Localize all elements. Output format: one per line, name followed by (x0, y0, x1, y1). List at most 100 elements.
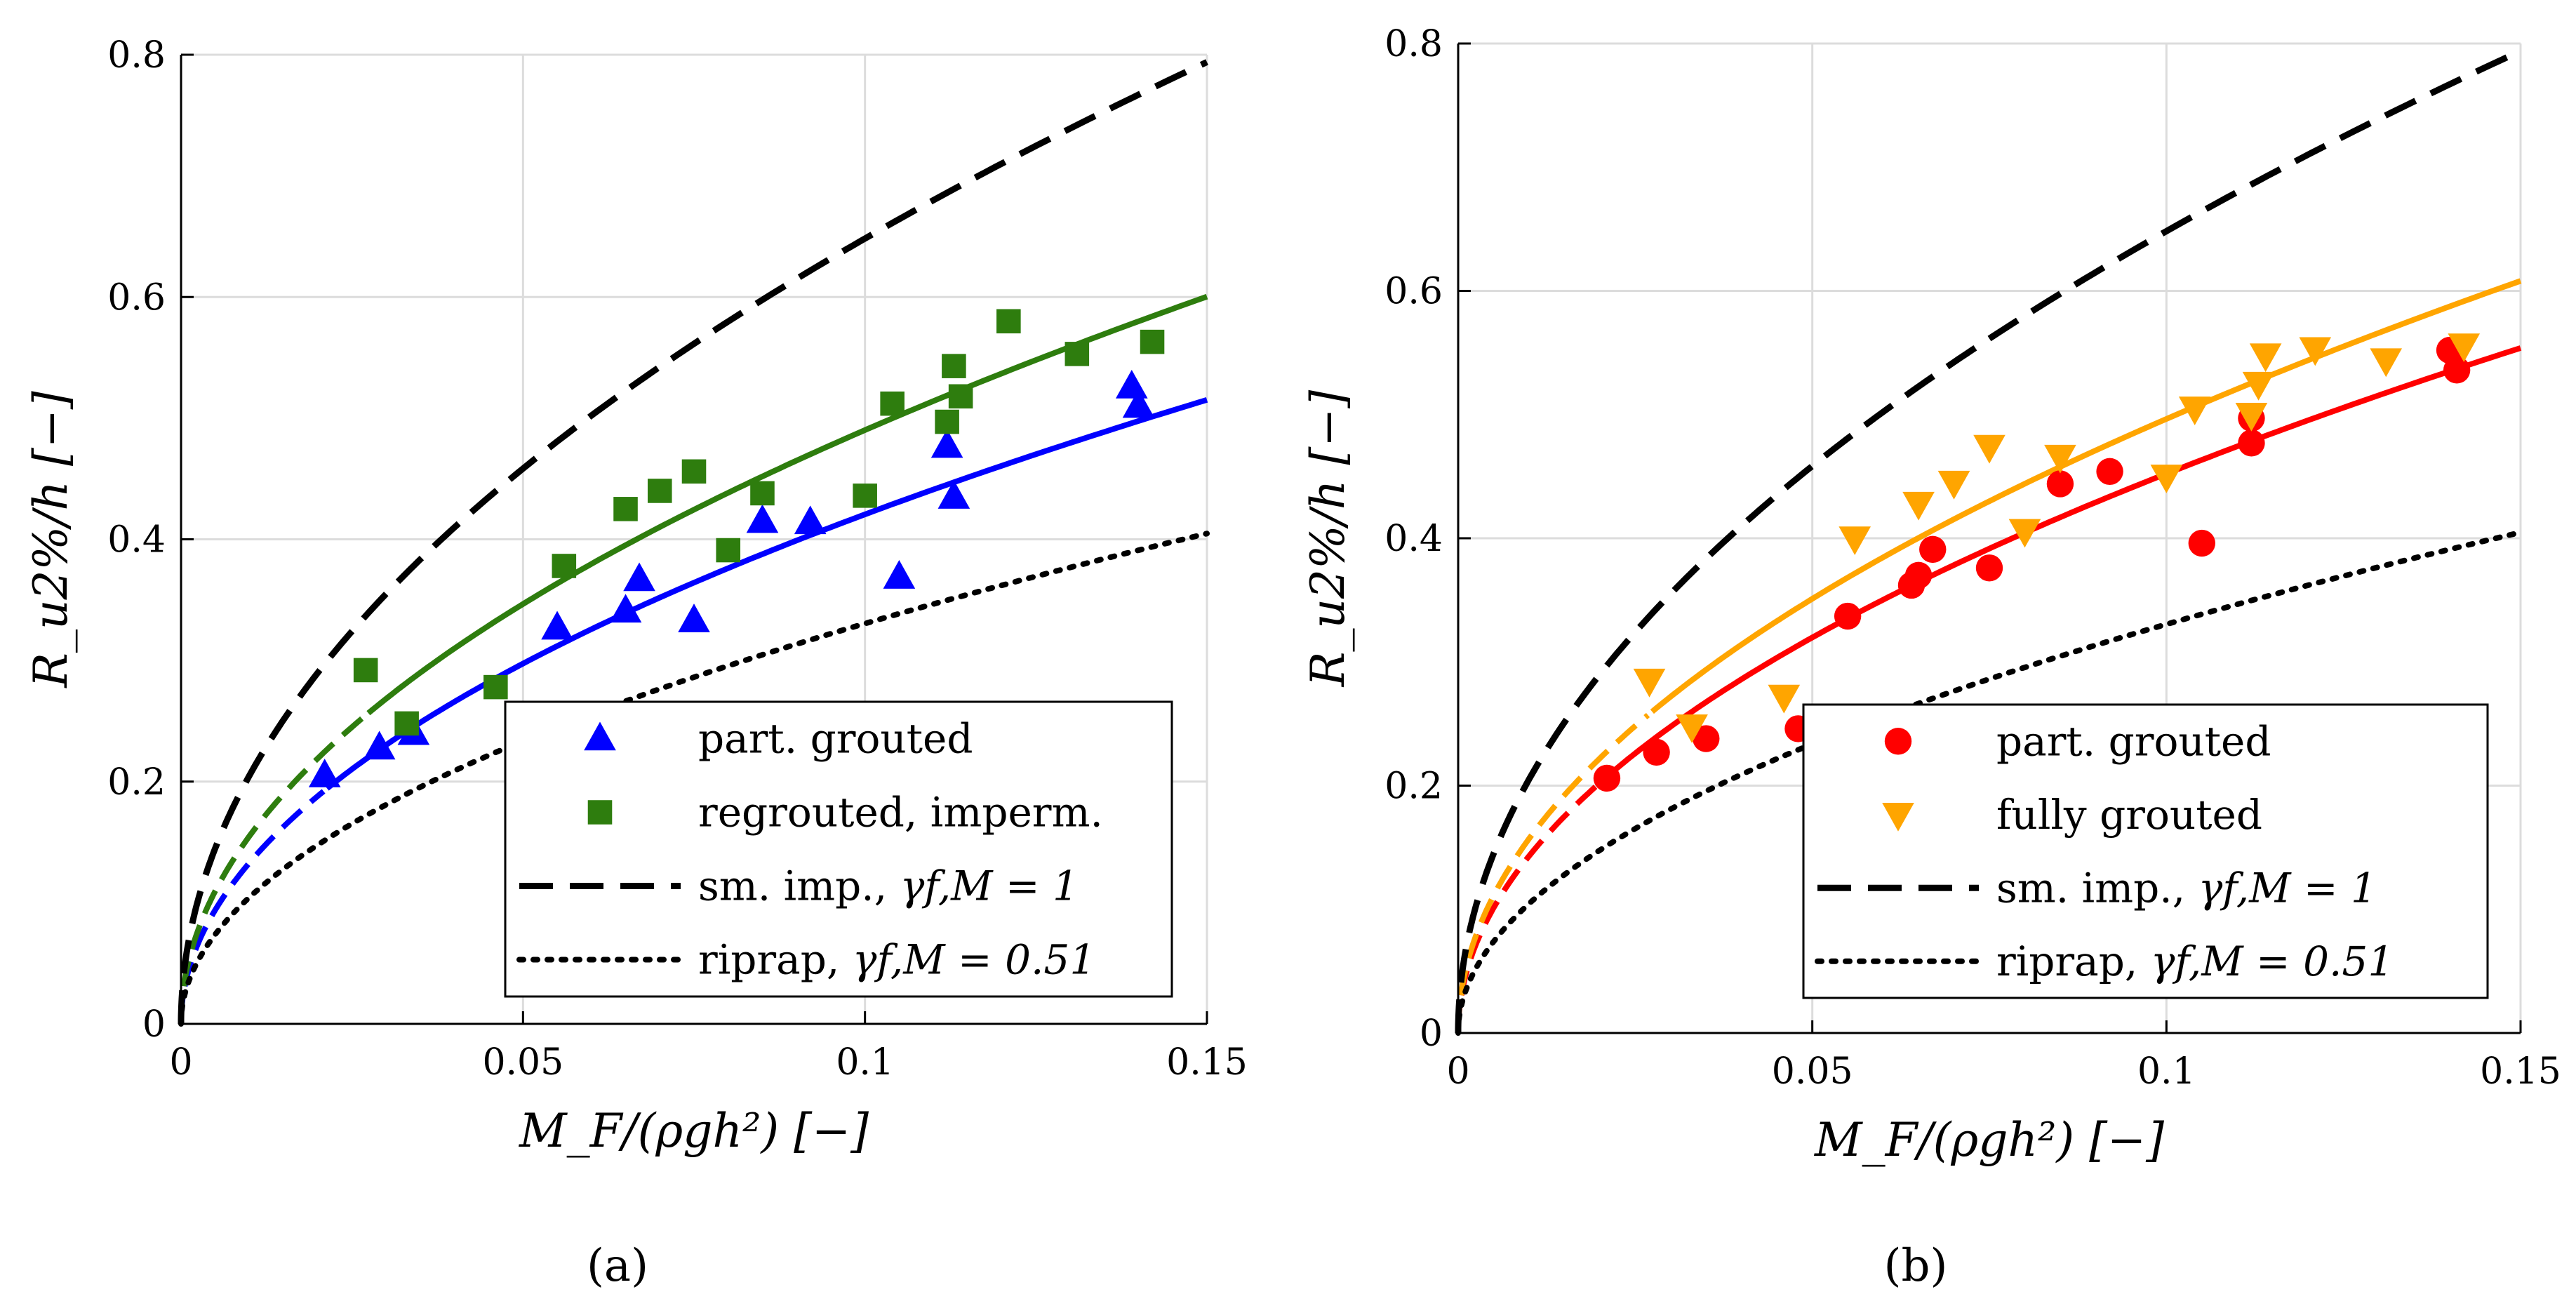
data-point (746, 504, 779, 533)
data-point (1902, 491, 1935, 521)
data-point (1593, 764, 1621, 792)
y-tick-label: 0.6 (107, 276, 166, 319)
data-point (2242, 371, 2275, 401)
data-point (552, 554, 577, 578)
data-point (1122, 389, 1155, 418)
data-point (623, 562, 655, 592)
data-point (1973, 434, 2006, 464)
data-point (613, 497, 638, 521)
data-point (942, 354, 966, 378)
data-point (2096, 458, 2123, 486)
data-point (2443, 356, 2471, 384)
data-point (1975, 554, 2003, 582)
fit-curve-dashed (178, 789, 326, 1024)
data-point (948, 384, 973, 409)
data-point (2178, 396, 2211, 425)
legend-label: riprap, γf,M = 0.51 (1996, 938, 2394, 985)
legend-label: sm. imp., γf,M = 1 (698, 862, 1079, 910)
data-point (1115, 369, 1148, 399)
y-tick-label: 0 (142, 1004, 166, 1046)
legend-label: regrouted, imperm. (698, 789, 1103, 837)
data-point (678, 604, 710, 632)
data-point (1676, 714, 1708, 743)
legend-label: riprap, γf,M = 0.51 (698, 936, 1095, 984)
data-point (2044, 444, 2076, 474)
panel-caption: (a) (587, 1240, 648, 1292)
legend-box (1802, 703, 2489, 999)
y-tick-label: 0.4 (107, 519, 166, 561)
data-point (2370, 348, 2403, 378)
legend-marker (1882, 802, 1914, 832)
x-tick-label: 0.1 (836, 1041, 894, 1084)
x-tick-label: 0.15 (2480, 1051, 2561, 1093)
data-point (609, 594, 642, 623)
legend: part. grouted regrouted, imperm. sm. imp.,… (504, 700, 1173, 998)
data-point (363, 731, 396, 760)
curve-sm-imp (1455, 48, 2522, 1033)
data-point (1065, 342, 1090, 366)
panel-b-chart: 0 0.05 0.1 0.15 0 0.2 0.4 0.6 0.8 M_F/(ρgh²) [−] R… (1301, 23, 2561, 1292)
fit-curve-solid (366, 293, 1208, 716)
data-point (2150, 465, 2183, 493)
legend-label: sm. imp., γf,M = 1 (1996, 864, 2377, 912)
data-point (935, 409, 959, 434)
data-point (1834, 602, 1862, 630)
data-point (1643, 738, 1670, 766)
data-point (681, 459, 707, 484)
data-point (2188, 529, 2215, 557)
y-tick-label: 0.2 (107, 761, 166, 804)
legend-math: γf,M = 0.51 (2151, 938, 2394, 985)
data-point (353, 658, 378, 683)
data-point (1904, 561, 1933, 589)
data-point (2299, 337, 2332, 366)
fit-curve-solid (1607, 345, 2522, 777)
y-axis-label: R_u2%/h [−] (1301, 390, 1355, 688)
data-point (1633, 668, 1666, 698)
x-tick-label: 0.05 (1772, 1051, 1853, 1093)
panel-a-chart: 0 0.05 0.1 0.15 0 0.2 0.4 0.6 0.8 M_F/(ρgh²) [−] R… (24, 34, 1248, 1292)
y-tick-label: 0 (1420, 1013, 1443, 1055)
x-axis-label: M_F/(ρgh²) [−] (519, 1104, 869, 1158)
y-tick-label: 0.8 (107, 34, 166, 76)
legend-marker (1884, 728, 1912, 755)
x-tick-label: 0 (1446, 1051, 1469, 1093)
legend-marker (584, 721, 616, 751)
data-point (937, 480, 970, 509)
data-point (1140, 329, 1165, 354)
data-point (1768, 684, 1801, 714)
y-axis-label: R_u2%/h [−] (24, 391, 78, 688)
data-point (541, 611, 573, 640)
legend-math: γf,M = 0.51 (853, 936, 1096, 984)
data-point (2249, 343, 2282, 373)
plot-area (1455, 48, 2523, 1036)
y-tick-label: 0.8 (1384, 23, 1443, 65)
panel-caption: (b) (1884, 1240, 1948, 1292)
plot-area (178, 59, 1210, 1027)
y-tick-label: 0.2 (1384, 766, 1443, 808)
data-point (1693, 725, 1720, 752)
legend-math: γf,M = 1 (900, 862, 1079, 910)
data-point (1838, 526, 1871, 555)
data-point (2008, 519, 2041, 548)
legend-math: γf,M = 1 (2198, 864, 2377, 912)
data-point (1919, 535, 1947, 564)
y-tick-label: 0.4 (1384, 518, 1443, 560)
data-point (794, 505, 827, 535)
x-tick-label: 0.15 (1166, 1041, 1248, 1084)
data-point (750, 481, 775, 506)
curve-riprap (178, 531, 1210, 1027)
legend-marker (587, 800, 613, 825)
data-point (2046, 470, 2074, 498)
fit-curve-solid (1650, 278, 2522, 714)
data-point (308, 759, 341, 787)
data-point (2238, 429, 2265, 457)
curve-sm-imp (178, 59, 1208, 1024)
data-point (2235, 402, 2268, 432)
legend-box (504, 700, 1173, 998)
legend-label: part. grouted (698, 715, 973, 763)
curve-riprap (1455, 529, 2523, 1036)
x-tick-label: 0 (169, 1041, 192, 1084)
x-tick-label: 0.05 (482, 1041, 563, 1084)
data-point (880, 391, 905, 416)
